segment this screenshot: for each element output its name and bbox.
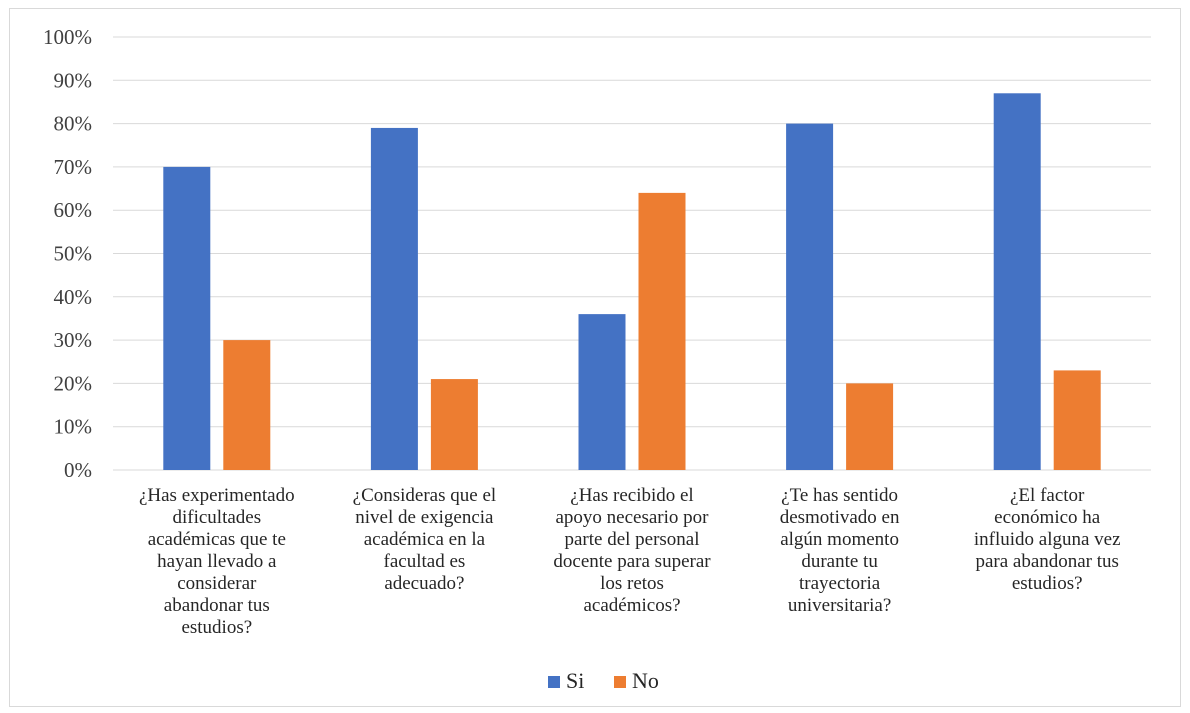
gridlines bbox=[113, 36, 1151, 471]
bar-no-1 bbox=[223, 340, 271, 470]
bar-si-1 bbox=[163, 166, 211, 470]
y-tick-label: 60% bbox=[54, 198, 93, 222]
category-labels: ¿Has experimentado dificultades académicas… bbox=[139, 485, 1121, 638]
legend-label-no: No bbox=[632, 668, 659, 693]
y-axis-ticks: 0% 10% 20% 30% 40% 50% 60% 70% 80% 90% 100% bbox=[43, 25, 92, 482]
y-tick-label: 90% bbox=[54, 68, 93, 92]
y-tick-label: 20% bbox=[54, 371, 93, 395]
category-label: ¿Te has sentido desmotivado en algún momen… bbox=[780, 485, 900, 616]
bar-si-5 bbox=[993, 93, 1041, 470]
y-tick-label: 0% bbox=[64, 458, 92, 482]
bar-no-2 bbox=[430, 379, 478, 470]
y-tick-label: 80% bbox=[54, 112, 93, 136]
legend-swatch-no bbox=[614, 676, 626, 688]
bar-si-4 bbox=[786, 123, 834, 470]
legend-label-si: Si bbox=[566, 668, 584, 693]
y-tick-label: 30% bbox=[54, 328, 93, 352]
y-tick-label: 40% bbox=[54, 285, 93, 309]
category-label: ¿Has recibido el apoyo necesario por parte… bbox=[553, 485, 711, 616]
bar-no-4 bbox=[846, 383, 894, 470]
category-label: ¿Has experimentado dificultades académicas… bbox=[139, 485, 295, 638]
y-tick-label: 70% bbox=[54, 155, 93, 179]
bar-si-3 bbox=[578, 314, 626, 470]
bar-no-3 bbox=[638, 192, 686, 470]
bar-no-5 bbox=[1053, 370, 1101, 470]
category-label: ¿El factor económico ha influido alguna ve… bbox=[974, 485, 1121, 594]
bars bbox=[163, 93, 1101, 471]
legend: Si No bbox=[548, 668, 659, 693]
legend-swatch-si bbox=[548, 676, 560, 688]
category-label: ¿Consideras que el nivel de exigencia acad… bbox=[353, 485, 497, 594]
y-tick-label: 10% bbox=[54, 415, 93, 439]
bar-si-2 bbox=[370, 127, 418, 471]
y-tick-label: 50% bbox=[54, 242, 93, 266]
y-tick-label: 100% bbox=[43, 25, 92, 49]
